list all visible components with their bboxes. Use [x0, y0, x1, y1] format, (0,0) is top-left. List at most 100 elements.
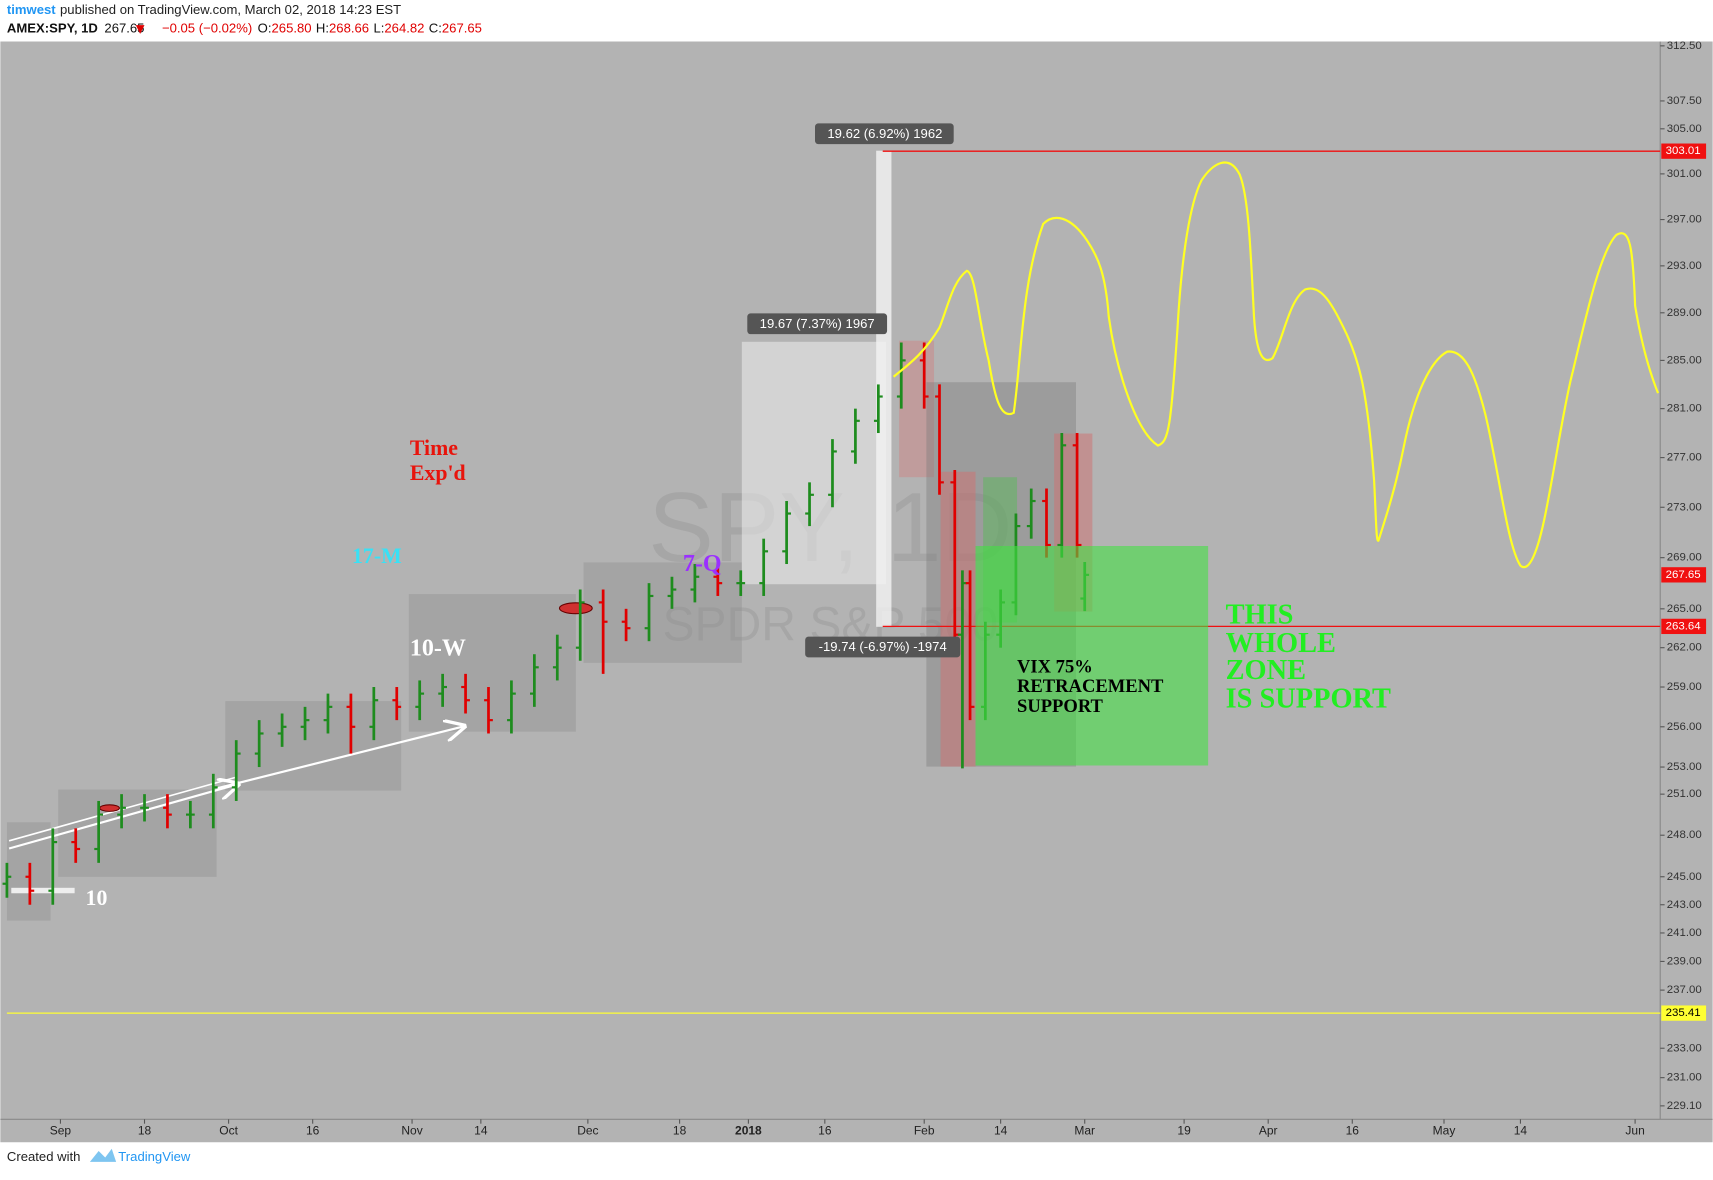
- y-tick-label: 297.00: [1667, 214, 1702, 226]
- chart-background: [0, 41, 1713, 1143]
- y-tick-label: 251.00: [1667, 788, 1702, 800]
- measure-column: [876, 150, 892, 627]
- x-tick-label: Feb: [914, 1123, 935, 1137]
- y-tick-label: 233.00: [1667, 1042, 1702, 1054]
- y-tick-label: 293.00: [1667, 260, 1702, 272]
- y-tick-label: 243.00: [1667, 899, 1702, 911]
- annotation: THIS: [1226, 599, 1294, 630]
- x-tick-label: 14: [1514, 1123, 1528, 1137]
- box: [741, 341, 886, 585]
- x-tick-label: 14: [994, 1123, 1008, 1137]
- price-label: 263.64: [1666, 620, 1702, 632]
- y-tick-label: 231.00: [1667, 1072, 1702, 1084]
- projection-curve: [892, 161, 1660, 569]
- box: [583, 562, 742, 663]
- y-tick-label: 269.00: [1667, 552, 1702, 564]
- y-tick-label: 281.00: [1667, 403, 1702, 415]
- x-tick-label: 16: [306, 1123, 320, 1137]
- annotation: VIX 75%: [1017, 657, 1093, 678]
- price-label-box: [1661, 618, 1707, 635]
- down-arrow-icon: [135, 25, 145, 34]
- y-tick-label: 265.00: [1667, 603, 1702, 615]
- marker-bar: [11, 887, 75, 894]
- arrow: [216, 726, 465, 790]
- oval-marker: [99, 804, 120, 812]
- x-tick-label: Mar: [1074, 1123, 1095, 1137]
- measure-label-box: [805, 636, 961, 658]
- x-tick-label: Nov: [401, 1123, 422, 1137]
- header-line: timwest published on TradingView.com, Mar…: [7, 2, 401, 17]
- symbol-line: AMEX:SPY, 1D 267.65 −0.05 (−0.02%) O:265.80…: [7, 21, 482, 36]
- annotation: 10: [86, 886, 108, 910]
- y-tick-label: 273.00: [1667, 501, 1702, 513]
- y-tick-label: 277.00: [1667, 452, 1702, 464]
- annotation: SUPPORT: [1017, 696, 1104, 717]
- y-tick-label: 289.00: [1667, 307, 1702, 319]
- price-label-box: [1661, 1005, 1707, 1021]
- annotation: Time: [410, 436, 458, 460]
- price-label-box: [1661, 143, 1707, 159]
- x-tick-label: 16: [818, 1123, 832, 1137]
- x-tick-label: May: [1433, 1123, 1456, 1137]
- box: [225, 701, 402, 791]
- h: 268.66: [329, 21, 369, 36]
- y-tick-label: 256.00: [1667, 721, 1702, 733]
- price-label: 235.41: [1666, 1007, 1701, 1019]
- annotation: WHOLE: [1226, 628, 1336, 659]
- support-zone: [975, 546, 1209, 766]
- c-label: C:: [429, 21, 442, 36]
- o-label: O:: [258, 21, 272, 36]
- footer-text: Created with: [7, 1149, 81, 1164]
- y-tick-label: 259.00: [1667, 681, 1702, 693]
- annotation: 10-W: [410, 635, 466, 661]
- x-tick-label: Dec: [577, 1123, 598, 1137]
- last-price-box: [1661, 567, 1707, 583]
- y-tick-label: 285.00: [1667, 354, 1702, 366]
- x-tick-label: 14: [474, 1123, 488, 1137]
- y-tick-label: 239.00: [1667, 955, 1702, 967]
- measure-label: 19.62 (6.92%) 1962: [827, 126, 942, 141]
- axes: 312.50 307.50 305.00 301.00 297.00 293.00 289.…: [50, 40, 1707, 1137]
- o: 265.80: [272, 21, 312, 36]
- y-tick-label: 253.00: [1667, 761, 1702, 773]
- y-tick-label: 312.50: [1667, 40, 1702, 52]
- y-tick-label: 237.00: [1667, 984, 1702, 996]
- y-tick-label: 229.10: [1667, 1100, 1702, 1112]
- measure-label-box: [747, 313, 888, 335]
- y-tick-label: 262.00: [1667, 642, 1702, 654]
- arrow: [8, 784, 238, 850]
- y-tick-label: 245.00: [1667, 871, 1702, 883]
- oval-marker: [558, 602, 593, 615]
- box: [58, 789, 217, 877]
- change: −0.05 (−0.02%): [162, 21, 252, 36]
- annotation: 17-M: [352, 544, 402, 568]
- measure-label-box: [815, 123, 954, 145]
- last: 267.65: [104, 21, 144, 36]
- x-tick-label: 18: [138, 1123, 152, 1137]
- logo: [89, 1148, 117, 1162]
- y-tick-label: 305.00: [1667, 123, 1702, 135]
- l: 264.82: [384, 21, 424, 36]
- x-tick-label: Apr: [1259, 1123, 1278, 1137]
- x-tick-label: Oct: [219, 1123, 238, 1137]
- x-tick-label: 18: [673, 1123, 687, 1137]
- published: published on TradingView.com, March 02, …: [60, 2, 401, 17]
- annotation: ZONE: [1226, 655, 1306, 686]
- annotation: Exp'd: [410, 461, 466, 485]
- annotation: IS SUPPORT: [1226, 684, 1391, 715]
- y-tick-label: 241.00: [1667, 927, 1702, 939]
- x-tick-label: 19: [1177, 1123, 1191, 1137]
- author: timwest: [7, 2, 56, 17]
- h-label: H:: [316, 21, 329, 36]
- footer-brand: TradingView: [118, 1149, 191, 1164]
- x-tick-label: 2018: [735, 1123, 762, 1137]
- measure-label: -19.74 (-6.97%) -1974: [819, 639, 947, 654]
- x-tick-label: Jun: [1625, 1123, 1644, 1137]
- x-tick-label: 16: [1346, 1123, 1360, 1137]
- box: [899, 340, 935, 478]
- y-tick-label: 307.50: [1667, 95, 1702, 107]
- x-tick-label: Sep: [50, 1123, 72, 1137]
- y-tick-label: 248.00: [1667, 829, 1702, 841]
- y-tick-label: 301.00: [1667, 168, 1702, 180]
